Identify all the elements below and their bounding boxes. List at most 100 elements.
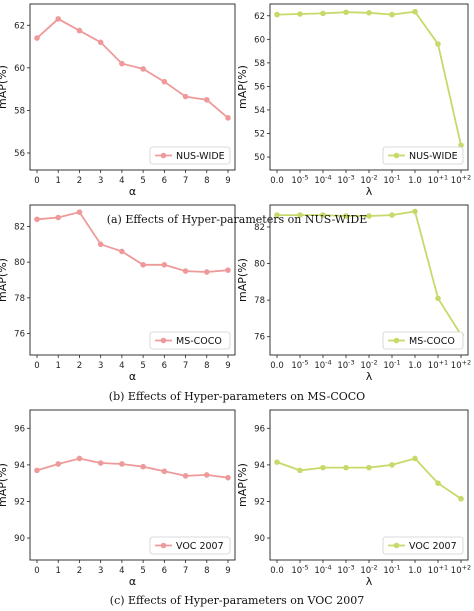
series-line xyxy=(276,457,462,500)
y-tick-label: 92 xyxy=(14,497,25,507)
x-axis-label: λ xyxy=(366,370,373,383)
data-point xyxy=(76,27,83,34)
y-tick-label: 56 xyxy=(254,82,265,92)
x-tick-label: 1 xyxy=(56,361,61,371)
x-tick-label: 10+2 xyxy=(451,359,471,372)
x-tick-label: 6 xyxy=(162,566,167,576)
y-tick-label: 62 xyxy=(254,12,265,22)
x-tick-label: 8 xyxy=(204,566,209,576)
x-tick-label: 0 xyxy=(34,566,39,576)
plot-frame xyxy=(269,3,469,171)
data-point xyxy=(225,115,231,121)
y-tick-label: 96 xyxy=(254,424,265,434)
legend-label: MS-COCO xyxy=(409,336,455,347)
data-point xyxy=(34,467,40,474)
y-tick-label: 58 xyxy=(254,59,265,69)
x-tick-label: 1.0 xyxy=(408,566,422,576)
y-tick-label: 76 xyxy=(254,333,265,343)
data-point xyxy=(320,10,326,17)
y-axis-label: mAP(%) xyxy=(236,258,249,302)
x-axis-label: α xyxy=(129,370,136,383)
caption-nus-wide: (a) Effects of Hyper-parameters on NUS-W… xyxy=(107,213,368,226)
x-tick-label: 5 xyxy=(140,176,145,186)
y-tick-label: 62 xyxy=(14,21,25,31)
y-tick-label: 60 xyxy=(254,35,265,45)
y-tick-label: 58 xyxy=(14,106,25,116)
x-tick-label: 10-1 xyxy=(383,174,400,187)
data-point xyxy=(34,35,40,41)
legend: MS-COCO xyxy=(149,331,231,350)
data-point xyxy=(161,468,168,475)
x-tick-label: 8 xyxy=(204,361,209,371)
data-point xyxy=(97,241,104,248)
x-tick-label: 3 xyxy=(98,361,103,371)
data-point xyxy=(412,8,418,15)
data-point xyxy=(412,455,418,462)
x-tick-label: 6 xyxy=(162,176,167,186)
y-tick-label: 60 xyxy=(14,64,25,74)
x-tick-label: 2 xyxy=(77,361,82,371)
x-tick-label: 10-2 xyxy=(360,564,377,577)
data-point xyxy=(435,480,441,486)
series-line xyxy=(277,210,462,336)
x-tick-label: 10-3 xyxy=(337,174,354,187)
x-axis-label: α xyxy=(129,575,136,588)
x-tick-label: 10-3 xyxy=(337,564,354,577)
legend-label: MS-COCO xyxy=(176,336,222,347)
x-tick-label: 7 xyxy=(183,176,188,186)
x-tick-label: 9 xyxy=(225,361,230,371)
x-tick-label: 10-5 xyxy=(291,174,308,187)
data-point xyxy=(119,248,125,255)
x-tick-label: 10-2 xyxy=(360,174,377,187)
legend-label: NUS-WIDE xyxy=(176,151,225,162)
x-tick-label: 0 xyxy=(34,361,39,371)
plot-frame xyxy=(29,3,236,171)
x-tick-label: 4 xyxy=(119,566,124,576)
x-tick-label: 10+1 xyxy=(428,564,448,577)
plot-frame xyxy=(29,409,236,561)
data-point xyxy=(320,212,326,218)
data-point xyxy=(389,11,395,18)
y-tick-label: 82 xyxy=(254,223,265,233)
data-point xyxy=(55,214,62,221)
data-point xyxy=(297,11,303,17)
x-tick-label: 5 xyxy=(140,566,145,576)
chart-nus-wide-lambda: 50 52 54 56 58 60 62 0.0 10-5 10-4 10-3 10-2 10-1 1.0… xyxy=(236,3,471,198)
legend: MS-COCO xyxy=(382,331,464,350)
chart-ms-coco-lambda: 76 78 80 82 0.0 10-5 10-4 10-3 10-2 10-1 1.0 10+1 10… xyxy=(236,204,471,383)
x-tick-label: 8 xyxy=(204,176,209,186)
data-point xyxy=(55,461,62,467)
data-point xyxy=(343,464,349,471)
legend: VOC 2007 xyxy=(382,536,464,555)
data-point xyxy=(140,262,146,268)
data-point xyxy=(140,66,146,72)
x-tick-label: 10+2 xyxy=(451,564,471,577)
legend: VOC 2007 xyxy=(149,536,231,555)
data-point xyxy=(76,209,83,215)
y-tick-label: 78 xyxy=(14,294,25,304)
y-tick-label: 96 xyxy=(14,424,25,434)
series-line xyxy=(36,457,229,479)
data-point xyxy=(182,473,189,479)
y-axis-label: mAP(%) xyxy=(236,463,249,507)
data-point xyxy=(225,474,231,481)
x-tick-label: 10-1 xyxy=(383,564,400,577)
data-point xyxy=(182,268,189,274)
data-point xyxy=(203,96,210,103)
legend-label: VOC 2007 xyxy=(176,541,224,552)
x-tick-label: 10+1 xyxy=(428,174,448,187)
x-tick-label: 2 xyxy=(77,176,82,186)
y-tick-label: 90 xyxy=(254,534,265,544)
x-tick-label: 0.0 xyxy=(270,361,284,371)
data-point xyxy=(274,459,280,465)
series-line xyxy=(276,10,462,146)
x-tick-label: 9 xyxy=(225,566,230,576)
y-tick-label: 82 xyxy=(14,222,25,232)
data-point xyxy=(140,463,146,470)
data-point xyxy=(274,212,280,218)
data-point xyxy=(297,467,303,474)
x-tick-label: 9 xyxy=(225,176,230,186)
data-point xyxy=(389,212,395,218)
data-point xyxy=(203,269,210,275)
data-point xyxy=(225,267,231,273)
